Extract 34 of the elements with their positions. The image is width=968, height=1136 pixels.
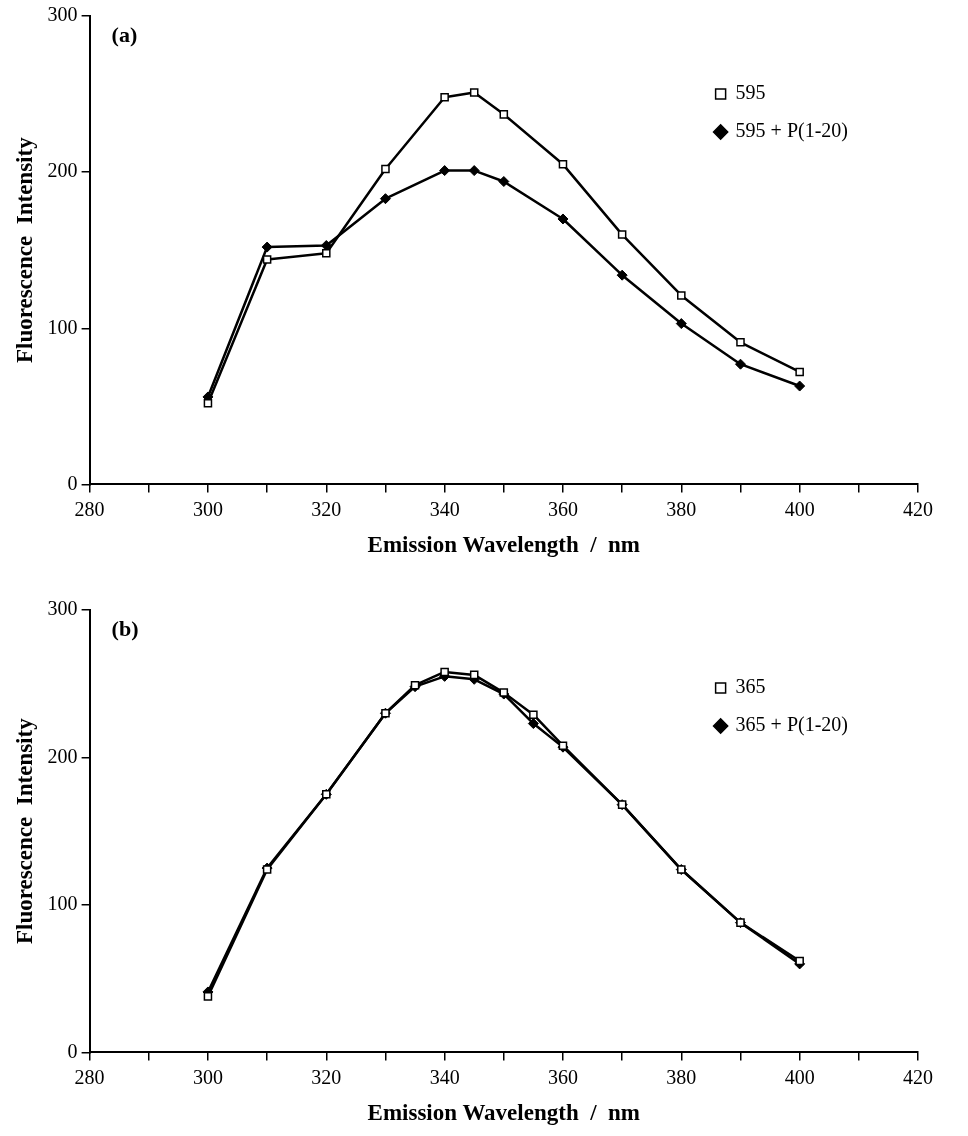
legend-label: 365 [735, 675, 766, 698]
y-tick-label: 300 [47, 597, 78, 620]
y-tick-label: 300 [47, 3, 78, 26]
y-axis-title: Fluorescence Intensity [11, 136, 37, 364]
legend-label: 595 + P(1-20) [735, 119, 849, 143]
y-tick-label: 0 [67, 471, 78, 494]
x-tick-label: 380 [666, 1065, 697, 1088]
x-tick-label: 380 [666, 497, 697, 520]
x-tick-label: 360 [547, 497, 578, 520]
x-tick-label: 340 [429, 1065, 460, 1088]
x-tick-label: 280 [74, 1065, 105, 1088]
x-axis-title: Emission Wavelength / nm [367, 532, 641, 558]
y-tick-label: 200 [47, 744, 78, 767]
y-tick-label: 0 [67, 1039, 78, 1062]
x-tick-label: 420 [903, 1065, 933, 1088]
x-tick-label: 340 [429, 497, 460, 520]
x-tick-label: 400 [784, 1065, 815, 1088]
x-tick-label: 420 [903, 497, 933, 520]
y-tick-label: 100 [47, 315, 78, 338]
x-tick-label: 400 [784, 497, 815, 520]
y-tick-label: 200 [47, 159, 78, 182]
legend-label: 595 [735, 81, 766, 104]
x-tick-label: 320 [311, 497, 342, 520]
x-tick-label: 320 [311, 1065, 342, 1088]
y-axis-title: Fluorescence Intensity [11, 717, 37, 945]
x-tick-label: 300 [192, 497, 223, 520]
x-tick-label: 300 [192, 1065, 223, 1088]
x-axis-title: Emission Wavelength / nm [367, 1100, 641, 1126]
x-tick-label: 280 [74, 497, 105, 520]
y-tick-label: 100 [47, 892, 78, 915]
x-tick-label: 360 [547, 1065, 578, 1088]
legend-label: 365 + P(1-20) [735, 713, 849, 737]
chart-title: (a) [111, 21, 138, 47]
chart-title: (b) [111, 615, 139, 641]
